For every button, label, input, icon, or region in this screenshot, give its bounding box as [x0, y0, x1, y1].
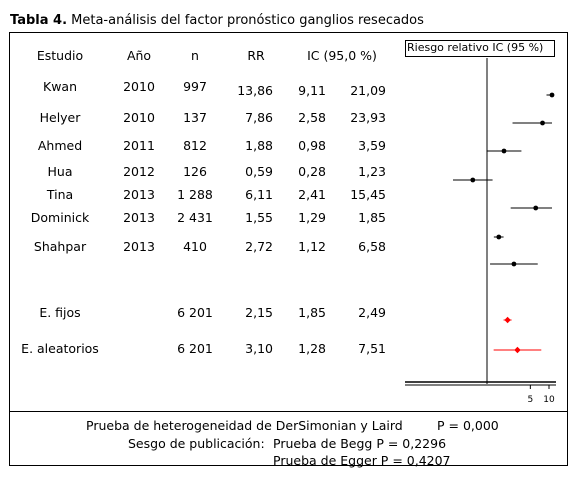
study-ci-high: 15,45: [350, 187, 386, 202]
study-ci-low: 1,29: [298, 210, 326, 225]
point-estimate: [496, 234, 502, 240]
study-rr: 1,88: [245, 138, 273, 153]
point-estimate: [540, 120, 545, 126]
summary-diamond: [504, 316, 511, 324]
study-name: Dominick: [30, 210, 90, 225]
plot-header: Riesgo relativo IC (95 %): [407, 41, 544, 54]
summary-ci-high: 2,49: [358, 305, 386, 320]
study-ci-high: 1,85: [358, 210, 386, 225]
study-n: 1 288: [177, 187, 213, 202]
study-n: 137: [183, 110, 207, 125]
table-frame: [9, 32, 568, 466]
point-estimate: [501, 148, 507, 154]
study-rr: 1,55: [245, 210, 273, 225]
study-name: Ahmed: [37, 138, 83, 153]
point-estimate: [470, 177, 476, 183]
header-study: Estudio: [36, 48, 84, 63]
study-ci-high: 1,23: [358, 164, 386, 179]
begg-test: Prueba de Begg P = 0,2296: [273, 436, 447, 451]
plot-header-box: [405, 40, 555, 57]
study-n: 410: [183, 239, 207, 254]
study-year: 2013: [123, 239, 155, 254]
study-rr: 0,59: [245, 164, 273, 179]
summary-ci-low: 1,28: [298, 341, 326, 356]
study-name: Kwan: [42, 79, 78, 94]
x-tick-label: 10: [543, 395, 555, 405]
point-estimate: [511, 261, 517, 267]
study-name: Shahpar: [33, 239, 87, 254]
egger-test: Prueba de Egger P = 0,4207: [273, 453, 451, 468]
point-estimate: [533, 205, 539, 211]
study-year: 2012: [123, 164, 155, 179]
study-ci-high: 6,58: [358, 239, 386, 254]
point-estimate: [549, 92, 555, 98]
study-ci-low: 2,58: [298, 110, 326, 125]
x-tick-label: 5: [527, 395, 533, 405]
study-name: Helyer: [39, 110, 81, 125]
summary-n: 6 201: [177, 305, 213, 320]
header-rr: RR: [247, 48, 265, 63]
study-rr: 2,72: [245, 239, 273, 254]
study-n: 126: [183, 164, 207, 179]
study-year: 2010: [123, 79, 155, 94]
study-ci-low: 2,41: [298, 187, 326, 202]
summary-ci-low: 1,85: [298, 305, 326, 320]
heterogeneity-test: Prueba de heterogeneidad de DerSimonian …: [86, 418, 403, 433]
study-year: 2011: [123, 138, 155, 153]
summary-rr: 3,10: [245, 341, 273, 356]
study-rr: 7,86: [245, 110, 273, 125]
summary-rr: 2,15: [245, 305, 273, 320]
heterogeneity-p: P = 0,000: [437, 418, 499, 433]
header-year: Año: [126, 48, 152, 63]
study-year: 2013: [123, 187, 155, 202]
summary-n: 6 201: [177, 341, 213, 356]
study-ci-high: 3,59: [358, 138, 386, 153]
summary-name: E. aleatorios: [21, 341, 99, 356]
study-name: Hua: [47, 164, 73, 179]
study-name: Tina: [46, 187, 74, 202]
summary-name: E. fijos: [39, 305, 81, 320]
header-ci: IC (95,0 %): [307, 48, 377, 63]
caption-label: Tabla 4.: [10, 13, 68, 28]
study-year: 2010: [123, 110, 155, 125]
study-n: 2 431: [177, 210, 213, 225]
study-ci-low: 0,98: [298, 138, 326, 153]
caption-title: Meta-análisis del factor pronóstico gang…: [71, 13, 424, 28]
study-rr: 13,86: [237, 83, 273, 98]
study-n: 997: [183, 79, 207, 94]
publication-bias-label: Sesgo de publicación:: [128, 436, 265, 451]
table-caption: Tabla 4. Meta-análisis del factor pronós…: [10, 13, 424, 28]
study-ci-high: 21,09: [350, 83, 386, 98]
study-ci-low: 1,12: [298, 239, 326, 254]
study-ci-low: 0,28: [298, 164, 326, 179]
study-year: 2013: [123, 210, 155, 225]
study-rr: 6,11: [245, 187, 273, 202]
header-n: n: [191, 48, 199, 63]
study-n: 812: [183, 138, 207, 153]
summary-ci-high: 7,51: [358, 341, 386, 356]
summary-diamond: [514, 346, 521, 354]
study-ci-high: 23,93: [350, 110, 386, 125]
study-ci-low: 9,11: [298, 83, 326, 98]
footer-divider: [10, 411, 567, 412]
